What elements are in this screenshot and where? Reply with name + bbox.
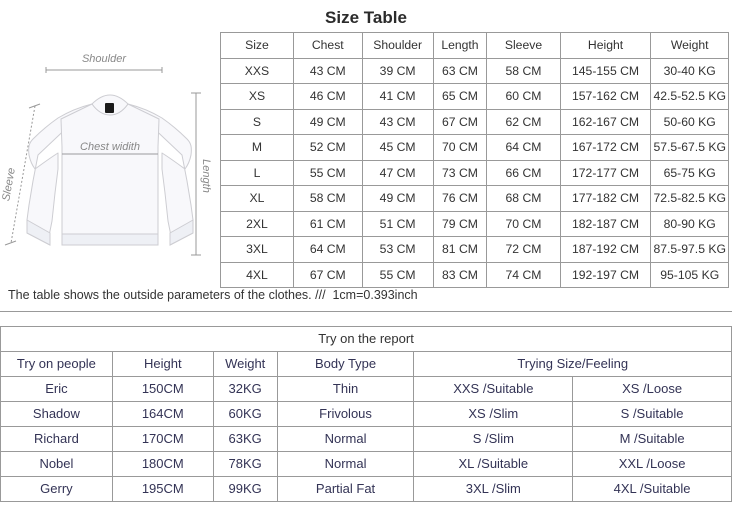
svg-text:Length: Length: [200, 159, 212, 193]
svg-text:Chest widith: Chest widith: [80, 141, 140, 153]
svg-text:Sleeve: Sleeve: [0, 167, 18, 202]
svg-text:Shoulder: Shoulder: [82, 53, 127, 65]
